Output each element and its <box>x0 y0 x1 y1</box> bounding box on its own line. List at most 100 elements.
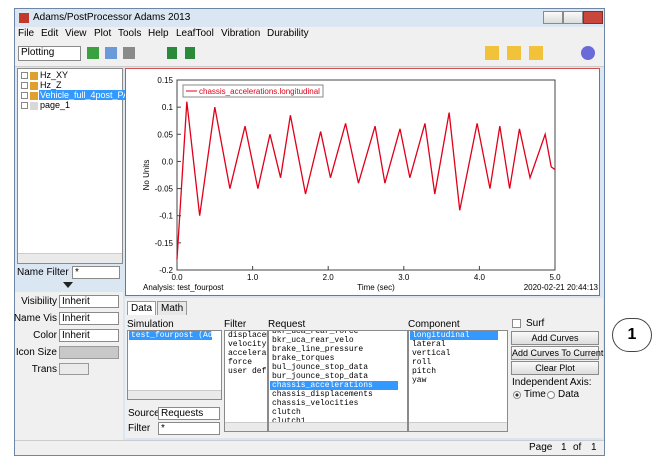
page-total: 1 <box>591 442 597 453</box>
tree-item[interactable]: Hz_XY <box>40 70 69 80</box>
list-item[interactable]: force <box>228 358 253 367</box>
legend-box <box>182 84 324 98</box>
name-filter-input[interactable]: * <box>72 266 120 279</box>
app-icon <box>19 13 29 23</box>
menu-item[interactable]: Edit <box>41 28 59 39</box>
list-label: Component <box>408 319 460 330</box>
tool-icon[interactable] <box>185 47 195 59</box>
status-bar: Page 1 of 1 <box>15 440 604 455</box>
list-item[interactable]: chassis_displacements <box>272 390 373 399</box>
menu-item[interactable]: File <box>18 28 35 39</box>
tool-icon[interactable] <box>87 47 99 59</box>
list-item[interactable]: bkr_uca_rear_velo <box>272 336 354 345</box>
property-label: Icon Size <box>15 347 57 358</box>
tree-expander[interactable] <box>21 102 28 109</box>
list-item[interactable]: test_fourpost (Adam <box>129 331 222 340</box>
mode-select[interactable]: Plotting <box>18 46 81 61</box>
y-tick-label: -0.2 <box>159 266 173 275</box>
menu-item[interactable]: Plot <box>94 28 112 39</box>
close[interactable] <box>583 11 603 24</box>
tree-expander[interactable] <box>21 82 28 89</box>
list-item[interactable]: user defir <box>228 367 267 376</box>
scrollbar <box>225 422 267 431</box>
button[interactable]: Add Curves <box>511 331 599 345</box>
tree-expander[interactable] <box>21 92 28 99</box>
tool-icon[interactable] <box>507 46 521 60</box>
list-item[interactable]: roll <box>412 358 432 367</box>
list-item[interactable]: chassis_accelerations <box>270 381 398 390</box>
tool-icon[interactable] <box>167 47 177 59</box>
property-label: Name Vis <box>13 313 57 324</box>
x-tick-label: 3.0 <box>398 273 410 282</box>
list-item[interactable]: bkr_uca_rear_force <box>272 330 359 336</box>
menu-item[interactable]: Tools <box>118 28 142 39</box>
list-item[interactable]: yaw <box>412 376 427 385</box>
list-item[interactable]: chassis_velocities <box>272 399 359 408</box>
axes-box <box>176 79 556 271</box>
tree-item[interactable]: Vehicle_full_4post_PAC <box>39 90 137 100</box>
y-tick-label: 0.1 <box>162 103 174 112</box>
list-item[interactable]: bul_jounce_stop_data <box>272 363 369 372</box>
tool-icon[interactable] <box>529 46 543 60</box>
scrollbar <box>18 253 122 263</box>
property-select[interactable]: Inherit <box>59 295 119 308</box>
list-item[interactable]: brake_line_pressure <box>272 345 364 354</box>
radio[interactable] <box>547 391 555 399</box>
list-label: Simulation <box>127 319 174 330</box>
menu-item[interactable]: LeafTool <box>176 28 214 39</box>
menu-item[interactable]: Vibration <box>221 28 261 39</box>
y-tick-label: 0.0 <box>162 157 174 166</box>
tab[interactable]: Math <box>157 301 188 315</box>
properties-panel: Visibility Inherit Name Vis Inherit Color Inh… <box>13 282 123 442</box>
maximize[interactable] <box>563 11 583 24</box>
scrollbar <box>128 390 221 399</box>
menu-item[interactable]: View <box>65 28 87 39</box>
tool-icon[interactable] <box>123 47 135 59</box>
tab[interactable]: Data <box>127 301 157 315</box>
list-item[interactable]: lateral <box>412 340 446 349</box>
property-label: Trans <box>31 364 57 375</box>
tree-item[interactable]: page_1 <box>40 100 71 110</box>
list-item[interactable]: velocity <box>228 340 267 349</box>
y-tick-label: -0.05 <box>155 185 174 194</box>
button[interactable]: Add Curves To Current <box>511 346 604 360</box>
tree-view: Hz_XY Hz_Z Vehicle_full_4post_PAC page_1 <box>17 68 137 264</box>
y-tick-label: -0.1 <box>159 212 173 221</box>
tree-item[interactable]: Hz_Z <box>40 80 62 90</box>
list-item[interactable]: clutch <box>272 408 301 417</box>
button[interactable]: Clear Plot <box>511 361 599 375</box>
tool-icon[interactable] <box>581 46 595 60</box>
minimize[interactable] <box>543 11 563 24</box>
list-item[interactable]: vertical <box>412 349 451 358</box>
menu-item[interactable]: Durability <box>267 28 309 39</box>
slider[interactable] <box>59 363 89 375</box>
list-item[interactable]: bur_jounce_stop_data <box>272 372 369 381</box>
radio-label: Data <box>558 389 580 400</box>
property-select[interactable]: Inherit <box>59 312 119 325</box>
tool-icon[interactable] <box>485 46 499 60</box>
y-axis-label: No Units <box>142 160 151 191</box>
radio[interactable] <box>513 391 521 399</box>
x-tick-label: 4.0 <box>474 273 486 282</box>
surf-checkbox[interactable] <box>512 319 521 328</box>
tree-icon <box>30 72 38 80</box>
source-label: Source <box>128 408 160 419</box>
page-current: 1 <box>561 442 567 453</box>
list-item[interactable]: displaceme <box>228 331 267 340</box>
list-label: Filter <box>224 319 247 330</box>
filter-input[interactable]: * <box>158 422 220 435</box>
menu-item[interactable]: Help <box>148 28 169 39</box>
list-item[interactable]: longitudinal <box>410 331 498 340</box>
list-item[interactable]: pitch <box>412 367 437 376</box>
list-item[interactable]: brake_torques <box>272 354 335 363</box>
source-select[interactable]: Requests <box>158 407 220 420</box>
tool-icon[interactable] <box>105 47 117 59</box>
list-item[interactable]: clutch1 <box>270 417 398 426</box>
property-select[interactable]: Inherit <box>59 329 119 342</box>
page-label: Page <box>529 442 553 453</box>
list-box: test_fourpost (Adam <box>127 330 222 400</box>
list-item[interactable]: accelerati <box>228 349 267 358</box>
list-box: bkr_uca_rear_force bkr_uca_rear_velo brake… <box>268 330 408 432</box>
tree-icon <box>30 102 38 110</box>
tree-expander[interactable] <box>21 72 28 79</box>
